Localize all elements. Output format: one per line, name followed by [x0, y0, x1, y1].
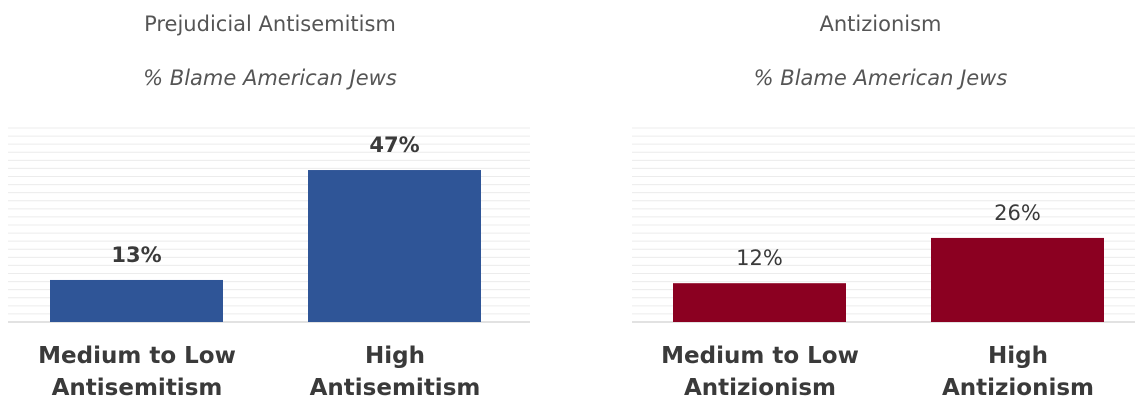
x-category-label-1: Medium to Low Antizionism — [630, 340, 890, 404]
bar-2 — [308, 170, 481, 322]
x-category-label-line: High — [365, 343, 425, 369]
x-category-label-line: Antizionism — [683, 375, 837, 401]
x-category-label-line: High — [988, 343, 1048, 369]
bar-2 — [931, 237, 1104, 322]
x-category-label-1: Medium to Low Antisemitism — [7, 340, 267, 404]
bar-1 — [50, 279, 223, 322]
bar-chart-antizionism: 12% 26% — [632, 127, 1135, 323]
x-category-label-line: Antisemitism — [309, 375, 481, 401]
chart-panel-antizionism: Antizionism % Blame American Jews 12% 26%… — [620, 0, 1141, 404]
x-category-label-line: Antizionism — [941, 375, 1095, 401]
chart-panel-antisemitism: Prejudicial Antisemitism % Blame America… — [0, 0, 540, 404]
data-label-1: 12% — [736, 246, 783, 270]
x-category-label-line: Medium to Low — [661, 343, 859, 369]
chart-subtitle: % Blame American Jews — [753, 66, 1008, 90]
data-label-2: 47% — [369, 133, 419, 157]
data-label-2: 26% — [994, 201, 1041, 225]
x-category-label-2: High Antisemitism — [265, 340, 525, 404]
bar-chart-antisemitism: 13% 47% — [8, 127, 530, 323]
chart-title: Antizionism — [819, 12, 942, 36]
chart-title: Prejudicial Antisemitism — [144, 12, 396, 36]
data-label-1: 13% — [111, 243, 161, 267]
chart-subtitle: % Blame American Jews — [143, 66, 397, 90]
x-category-label-line: Medium to Low — [38, 343, 236, 369]
bar-1 — [673, 283, 846, 322]
x-category-label-2: High Antizionism — [888, 340, 1141, 404]
x-category-label-line: Antisemitism — [51, 375, 223, 401]
